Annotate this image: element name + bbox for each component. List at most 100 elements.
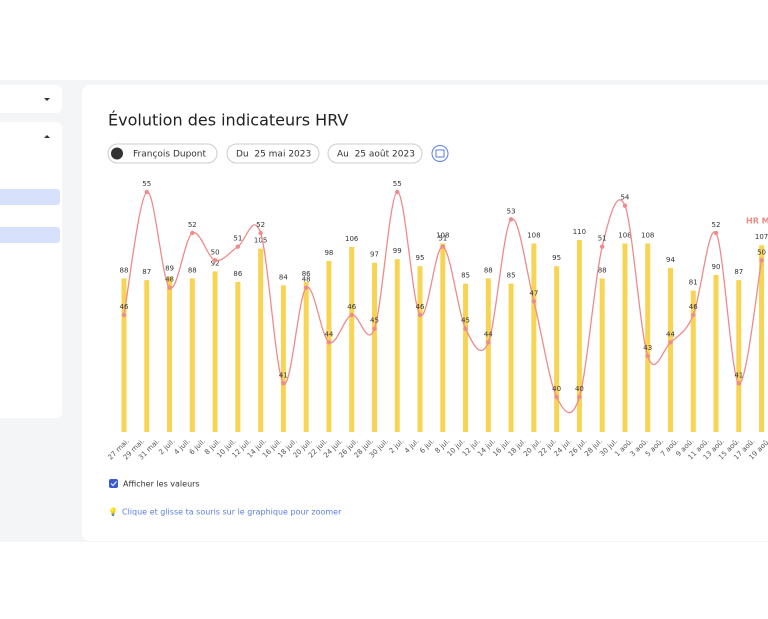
bar (690, 290, 696, 432)
bar-label: 106 (345, 235, 359, 243)
filter-label: François Dupont (133, 150, 207, 160)
hr-point (258, 230, 263, 236)
bar (394, 259, 400, 432)
bar (622, 243, 628, 432)
bar (531, 243, 537, 432)
bar-label: 105 (254, 237, 267, 245)
bar (736, 280, 742, 432)
left-card[interactable] (0, 85, 62, 113)
hr-point (691, 312, 696, 318)
bar-label: 89 (165, 265, 174, 273)
hr-point (622, 203, 628, 208)
hr-point (144, 189, 149, 195)
hr-point (759, 258, 764, 263)
hr-label: 46 (416, 303, 425, 311)
hr-label: 53 (507, 207, 516, 215)
bar (167, 276, 173, 432)
avatar (111, 147, 123, 160)
bar (258, 248, 264, 432)
hr-point (190, 230, 195, 236)
bar (508, 283, 514, 432)
hr-point (668, 340, 673, 345)
hr-point (326, 340, 332, 345)
menu-item[interactable] (0, 189, 60, 205)
hr-label: 52 (256, 221, 265, 229)
bar (349, 246, 355, 432)
hr-label: 46 (347, 303, 356, 311)
bar-label: 94 (666, 256, 675, 264)
hint-icon: 💡 (108, 507, 118, 517)
hr-label: 43 (643, 344, 652, 352)
check (110, 481, 117, 487)
checkbox[interactable] (109, 479, 118, 488)
hr-label: 46 (689, 303, 698, 311)
hr-label: 44 (484, 330, 493, 338)
hr-label: 52 (188, 221, 197, 229)
bar (326, 260, 332, 432)
filter-label: Au 25 août 2023 (337, 150, 415, 160)
hr-label: 55 (142, 180, 151, 188)
hr-point (235, 244, 241, 249)
hr-label: 45 (461, 317, 470, 325)
menu-item[interactable] (0, 227, 60, 243)
hr-point (372, 326, 377, 331)
hr-label: 48 (165, 276, 174, 284)
hr-label: 40 (552, 385, 561, 393)
hr-label: 41 (279, 371, 288, 379)
edit-icon (435, 149, 445, 158)
hr-label: 51 (598, 235, 607, 243)
bar (235, 281, 241, 432)
bar-label: 110 (573, 228, 586, 236)
bar-label: 98 (324, 249, 333, 257)
left-card (0, 122, 62, 418)
hr-point (645, 353, 650, 359)
title: Évolution des indicateurs HRV (108, 111, 348, 130)
bar-label: 97 (370, 251, 379, 259)
filter[interactable] (226, 143, 320, 164)
bar-label: 87 (734, 268, 743, 276)
hr-point (577, 394, 582, 400)
hr-label: 46 (120, 303, 129, 311)
chevron (44, 135, 50, 138)
legend-label: HR Mo (746, 217, 768, 226)
hr-point (463, 326, 468, 331)
bar (121, 278, 127, 432)
filter[interactable] (107, 143, 218, 164)
bar-label: 92 (211, 259, 220, 267)
hr-point (440, 244, 445, 249)
bar (303, 281, 309, 432)
hr-point (395, 189, 400, 195)
bar-label: 84 (279, 273, 288, 281)
bar (144, 280, 150, 432)
hr-point (554, 394, 559, 400)
filter[interactable] (327, 143, 423, 164)
bar (599, 278, 605, 432)
bar-label: 107 (755, 233, 768, 241)
bar-label: 88 (188, 266, 197, 274)
chevron (44, 98, 50, 101)
hr-label: 54 (620, 194, 629, 202)
hr-point (531, 299, 537, 304)
hr-point (599, 244, 605, 249)
hr-label: 51 (438, 235, 447, 243)
edit-button[interactable] (431, 145, 449, 162)
hr-point (417, 312, 423, 318)
bar (463, 283, 469, 432)
bar (485, 278, 491, 432)
bar-label: 86 (302, 270, 311, 278)
hr-point (121, 312, 127, 318)
hr-label: 41 (734, 371, 743, 379)
bar (417, 266, 423, 432)
hr-point (486, 340, 491, 345)
bar-label: 85 (461, 272, 470, 280)
bar-label: 95 (416, 254, 425, 262)
hr-point (167, 285, 172, 290)
bar-label: 88 (120, 266, 129, 274)
bar (189, 278, 195, 432)
checkbox-label: Afficher les valeurs (123, 480, 200, 489)
hr-point (713, 230, 719, 236)
hr-label: 40 (575, 385, 584, 393)
hr-point (281, 381, 286, 386)
hint: Clique et glisse ta souris sur le graphi… (122, 508, 342, 517)
